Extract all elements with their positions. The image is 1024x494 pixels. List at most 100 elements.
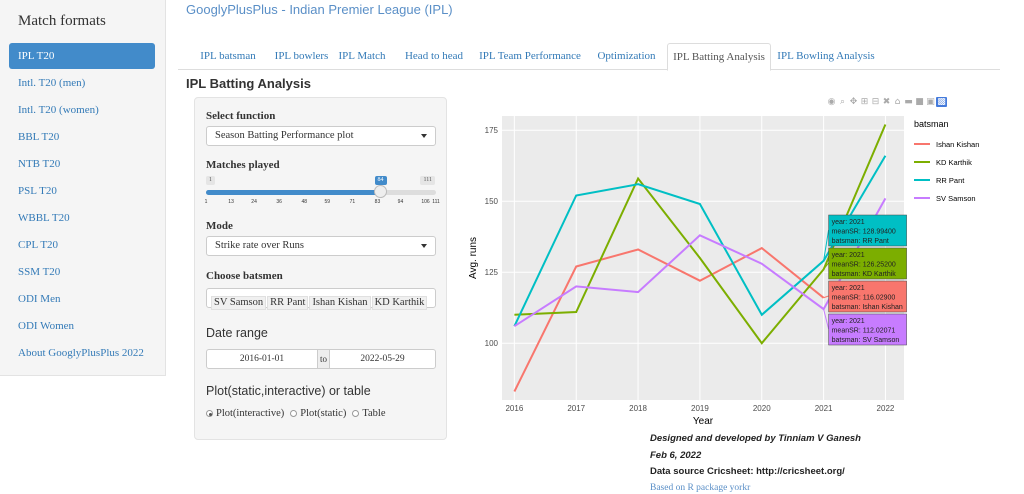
tab[interactable]: IPL Bowling Analysis: [777, 50, 875, 62]
slider-tick-label: 106: [421, 199, 430, 205]
hover-label-text: batsman: Ishan Kishan: [832, 304, 903, 311]
legend-label: RR Pant: [936, 176, 965, 185]
caret-down-icon: [421, 134, 427, 138]
slider-tick-label: 13: [228, 199, 234, 205]
x-tick-label: 2019: [691, 404, 709, 413]
date-to-input[interactable]: 2022-05-29: [360, 354, 405, 364]
x-tick-label: 2016: [505, 404, 523, 413]
sidebar-item[interactable]: ODI Women: [18, 320, 75, 332]
matches-slider[interactable]: [206, 185, 436, 198]
slider-tick-label: 24: [251, 199, 257, 205]
hover-label-box: [828, 214, 907, 247]
app-title[interactable]: GooglyPlusPlus - Indian Premier League (…: [186, 2, 453, 17]
hover-label-box: [828, 247, 907, 280]
y-tick-label: 100: [485, 339, 499, 348]
batsman-chip[interactable]: Ishan Kishan: [309, 296, 371, 310]
slider-tick-label: 71: [349, 199, 356, 205]
select-function-dropdown[interactable]: Season Batting Performance plot: [206, 126, 436, 146]
chart-modebar: ◉ ⌕ ✥ ⊞ ⊟ ✖ ⌂ ▬ ■ ▣ ▩: [826, 97, 947, 111]
sidebar-item[interactable]: Intl. T20 (women): [18, 104, 99, 116]
batsman-chip[interactable]: RR Pant: [267, 296, 309, 310]
autoscale-icon[interactable]: ✖: [882, 97, 891, 107]
zoom-icon[interactable]: ⌕: [839, 97, 846, 107]
date-range-input: 2016-01-01 to 2022-05-29: [206, 349, 436, 369]
tab[interactable]: IPL Batting Analysis: [667, 43, 771, 71]
designed-by-text: Designed and developed by Tinniam V Gane…: [650, 433, 861, 444]
sidebar-item[interactable]: BBL T20: [18, 131, 60, 143]
section-title: IPL Batting Analysis: [186, 76, 311, 91]
tab[interactable]: IPL Match: [338, 50, 386, 62]
x-tick-label: 2021: [815, 404, 833, 413]
radio-dot-icon: [352, 410, 360, 418]
date-from-input[interactable]: 2016-01-01: [239, 354, 285, 364]
zoom-in-icon[interactable]: ⊞: [860, 97, 869, 107]
hover-label-box: [828, 313, 907, 346]
radio-dot-icon: [206, 410, 213, 418]
slider-ticks: 1 13 24 36 48 59 71 83 94 106 111: [204, 199, 440, 211]
pan-icon[interactable]: ✥: [849, 97, 858, 107]
spike-lines-icon[interactable]: ▬: [904, 97, 913, 107]
slider-value-badge: 84: [374, 176, 387, 185]
sidebar-item[interactable]: NTB T20: [18, 158, 61, 170]
based-on-link[interactable]: Based on R package yorkr: [650, 483, 751, 493]
y-axis-label: Avg. runs: [468, 237, 479, 279]
caret-down-icon: [421, 244, 427, 248]
sidebar-item[interactable]: CPL T20: [18, 239, 59, 251]
hover-label-text: meanSR: 128.99400: [832, 229, 896, 236]
mode-dropdown[interactable]: Strike rate over Runs: [206, 236, 436, 256]
plot-type-radio[interactable]: Table: [352, 408, 385, 419]
mode-label: Mode: [206, 220, 233, 232]
radio-label: Table: [362, 408, 386, 419]
hover-closest-icon[interactable]: ■: [915, 97, 924, 107]
home-icon[interactable]: ⌂: [894, 97, 901, 107]
legend-title: batsman: [914, 119, 949, 129]
slider-tick-label: 83: [374, 199, 381, 205]
y-tick-label: 150: [485, 197, 499, 206]
hover-compare-icon[interactable]: ▣: [926, 97, 935, 107]
slider-tick-label: 1: [204, 199, 208, 205]
plot-type-label: Plot(static,interactive) or table: [206, 384, 371, 398]
camera-icon[interactable]: ◉: [827, 97, 836, 107]
hover-pointer: [823, 229, 830, 261]
sidebar-item[interactable]: SSM T20: [18, 266, 61, 278]
sidebar-item[interactable]: IPL T20: [9, 43, 155, 69]
batsmen-multiselect[interactable]: SV Samson RR Pant Ishan Kishan KD Karthik: [206, 288, 436, 310]
hover-label-text: year: 2021: [832, 318, 865, 325]
tab[interactable]: Optimization: [597, 50, 656, 62]
sidebar-item[interactable]: About GooglyPlusPlus 2022: [18, 347, 144, 359]
x-tick-label: 2022: [877, 404, 895, 413]
date-text: Feb 6, 2022: [650, 450, 702, 461]
x-tick-label: 2017: [567, 404, 585, 413]
sidebar-item[interactable]: ODI Men: [18, 293, 61, 305]
date-range-label: Date range: [206, 326, 268, 340]
slider-tick-label: 59: [324, 199, 331, 205]
sidebar-item[interactable]: Intl. T20 (men): [18, 77, 86, 89]
hover-label-text: year: 2021: [832, 285, 865, 292]
slider-tick-label: 36: [276, 199, 282, 205]
x-axis-label: Year: [693, 416, 714, 427]
slider-handle[interactable]: [373, 185, 387, 198]
tab[interactable]: IPL batsman: [200, 50, 256, 62]
slider-tick-label: 94: [397, 199, 404, 205]
hover-label-text: meanSR: 126.25200: [832, 262, 896, 269]
zoom-out-icon[interactable]: ⊟: [871, 97, 880, 107]
plotly-logo-icon[interactable]: ▩: [936, 97, 947, 107]
choose-batsmen-label: Choose batsmen: [206, 270, 283, 282]
sidebar-item[interactable]: PSL T20: [18, 185, 57, 197]
hover-label-text: year: 2021: [832, 219, 865, 226]
tab[interactable]: IPL Team Performance: [479, 50, 581, 62]
plot-type-radio[interactable]: Plot(static): [290, 408, 346, 419]
plot-type-radio[interactable]: Plot(interactive): [206, 408, 284, 419]
slider-fill: [206, 190, 380, 195]
batsman-chip[interactable]: SV Samson: [211, 296, 267, 310]
slider-tick-label: 48: [301, 199, 308, 205]
hover-pointer: [823, 262, 829, 270]
select-function-value: Season Batting Performance plot: [215, 130, 354, 141]
legend-label: Ishan Kishan: [936, 140, 979, 149]
sidebar-item[interactable]: WBBL T20: [18, 212, 70, 224]
hover-label-text: meanSR: 116.02900: [832, 295, 896, 302]
tab[interactable]: IPL bowlers: [274, 50, 329, 62]
series-line: [513, 246, 825, 392]
batsman-chip[interactable]: KD Karthik: [371, 296, 428, 310]
tab[interactable]: Head to head: [404, 50, 464, 62]
